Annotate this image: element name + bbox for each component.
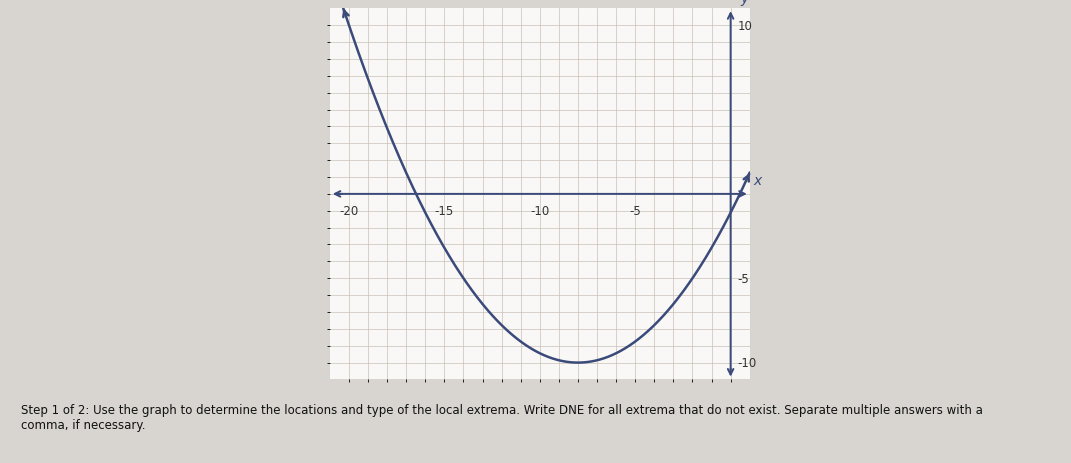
Text: -5: -5 [630, 205, 642, 218]
Text: x: x [754, 174, 761, 188]
Text: -10: -10 [737, 357, 756, 369]
Text: -20: -20 [340, 205, 359, 218]
Text: -10: -10 [530, 205, 549, 218]
Text: -5: -5 [737, 272, 749, 285]
Text: 10: 10 [737, 19, 752, 32]
Text: -15: -15 [435, 205, 454, 218]
Text: y: y [740, 0, 749, 6]
Text: Step 1 of 2: Use the graph to determine the locations and type of the local extr: Step 1 of 2: Use the graph to determine … [21, 403, 983, 431]
